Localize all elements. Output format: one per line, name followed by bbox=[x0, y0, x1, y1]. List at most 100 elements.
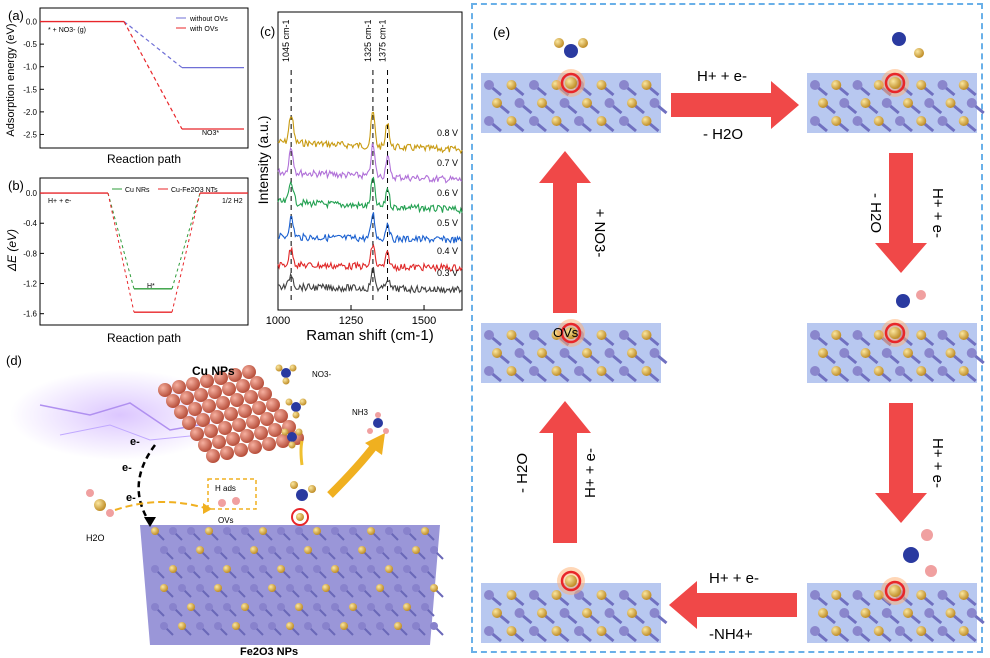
slab-6-atom bbox=[514, 348, 525, 358]
slab-3-atom bbox=[818, 348, 828, 358]
cu-atom bbox=[236, 379, 250, 393]
nh3-release-arrow bbox=[327, 442, 379, 498]
lattice-atom bbox=[376, 584, 384, 592]
lattice-atom bbox=[358, 546, 366, 554]
cu-atom bbox=[240, 429, 254, 443]
ov-site-atom bbox=[296, 513, 304, 521]
slab-2-atom bbox=[916, 116, 927, 126]
cu-nps-label: Cu NPs bbox=[192, 364, 235, 378]
lattice-atom bbox=[340, 546, 348, 554]
lattice-atom bbox=[205, 565, 213, 573]
slab-1-atom bbox=[604, 98, 615, 108]
cu-atom bbox=[166, 394, 180, 408]
cu-atom bbox=[196, 413, 210, 427]
slab-4-atom bbox=[945, 608, 956, 618]
slab-1-atom bbox=[596, 116, 607, 126]
slab-1-atom bbox=[529, 80, 539, 90]
raman-spectrum-0.3V bbox=[278, 266, 463, 295]
site-2-ring bbox=[884, 72, 906, 94]
series-without-ovs-connector bbox=[123, 21, 183, 69]
slab-4-atom bbox=[873, 626, 884, 636]
cu-atom bbox=[214, 371, 228, 385]
lattice-atom bbox=[313, 527, 321, 535]
no3-n-1 bbox=[564, 44, 578, 58]
slab-5-atom bbox=[551, 590, 562, 600]
slab-1-atom bbox=[551, 116, 562, 126]
slab-1-atom bbox=[559, 98, 570, 108]
slab-4-atom bbox=[852, 626, 863, 636]
lattice-atom bbox=[151, 527, 159, 535]
slab-5-atom bbox=[619, 590, 629, 600]
slab-5-atom bbox=[574, 626, 584, 636]
cu-atom bbox=[250, 376, 264, 390]
slab-5-atom bbox=[604, 608, 615, 618]
slab-6-atom bbox=[596, 366, 607, 376]
lattice-atom bbox=[412, 622, 420, 630]
slab-5-atom bbox=[551, 626, 562, 636]
slab-4-atom bbox=[895, 626, 905, 636]
slab-5-atom bbox=[506, 590, 517, 600]
slab-3-atom bbox=[937, 330, 948, 340]
series-cu-fe2o3-down bbox=[107, 192, 135, 313]
cu-atom bbox=[262, 437, 276, 451]
lattice-atom bbox=[223, 603, 231, 611]
cu-atom bbox=[226, 432, 240, 446]
no3-label: NO3- bbox=[312, 370, 331, 379]
raman-spectrum-0.5V bbox=[277, 212, 463, 244]
step4-top: H+ + e- bbox=[709, 570, 759, 587]
no2-n bbox=[892, 32, 906, 46]
slab-1-atom bbox=[582, 98, 592, 108]
slab-3-atom bbox=[895, 366, 905, 376]
lattice-atom bbox=[430, 546, 438, 554]
nh3-label: NH3 bbox=[352, 408, 369, 417]
h2o-label: H2O bbox=[86, 533, 105, 543]
site-5-atom bbox=[565, 575, 577, 587]
cu-atom bbox=[180, 391, 194, 405]
panel-a-series bbox=[40, 20, 244, 130]
peak-label: 1325 cm-1 bbox=[363, 19, 373, 62]
nh3-h-atom bbox=[367, 428, 373, 434]
nh2-h bbox=[921, 529, 933, 541]
slab-1-atom bbox=[649, 98, 660, 108]
lattice-atom bbox=[205, 527, 213, 535]
ovs-label-d: OVs bbox=[218, 516, 234, 525]
no3-n-atom bbox=[296, 489, 308, 501]
cu-nanoparticle-block bbox=[158, 365, 304, 463]
lattice-atom bbox=[421, 527, 429, 535]
slab-6-atom bbox=[649, 348, 660, 358]
nh2-n bbox=[903, 547, 919, 563]
y-tick-label: -0.5 bbox=[23, 40, 37, 49]
slab-3-atom bbox=[881, 348, 892, 358]
lattice-atom bbox=[385, 603, 393, 611]
cu-atom bbox=[276, 434, 290, 448]
y-tick-label: -2.0 bbox=[23, 108, 37, 117]
slab-4-atom bbox=[958, 626, 969, 636]
slab-5-atom bbox=[582, 608, 592, 618]
lattice-atom bbox=[295, 565, 303, 573]
slab-6-atom bbox=[529, 330, 539, 340]
lattice-atom bbox=[241, 603, 249, 611]
lattice-atom bbox=[187, 565, 195, 573]
arrow-step-6 bbox=[539, 151, 591, 313]
no3-o bbox=[275, 364, 283, 372]
step3: H+ + e- bbox=[929, 438, 946, 488]
panel-a-ylabel: Adsorption energy (eV) bbox=[5, 23, 17, 136]
lattice-atom bbox=[286, 622, 294, 630]
slab-4-atom bbox=[937, 626, 948, 636]
cu-atom bbox=[186, 377, 200, 391]
slab-4-atom bbox=[852, 590, 863, 600]
floating-no3-molecules bbox=[275, 364, 307, 449]
lattice-atom bbox=[295, 603, 303, 611]
lattice-atom bbox=[304, 622, 312, 630]
slab-5-atom bbox=[596, 590, 607, 600]
x-tick-label: 1250 bbox=[339, 315, 363, 327]
slab-4-atom bbox=[860, 608, 871, 618]
lattice-atom bbox=[367, 603, 375, 611]
lattice-atom bbox=[421, 565, 429, 573]
cu-atom bbox=[172, 380, 186, 394]
cu-atom bbox=[238, 404, 252, 418]
lattice-atom bbox=[277, 565, 285, 573]
lattice-atom bbox=[268, 546, 276, 554]
panel-a-start-label: * + NO3- (g) bbox=[48, 27, 86, 34]
lattice-atom bbox=[178, 546, 186, 554]
